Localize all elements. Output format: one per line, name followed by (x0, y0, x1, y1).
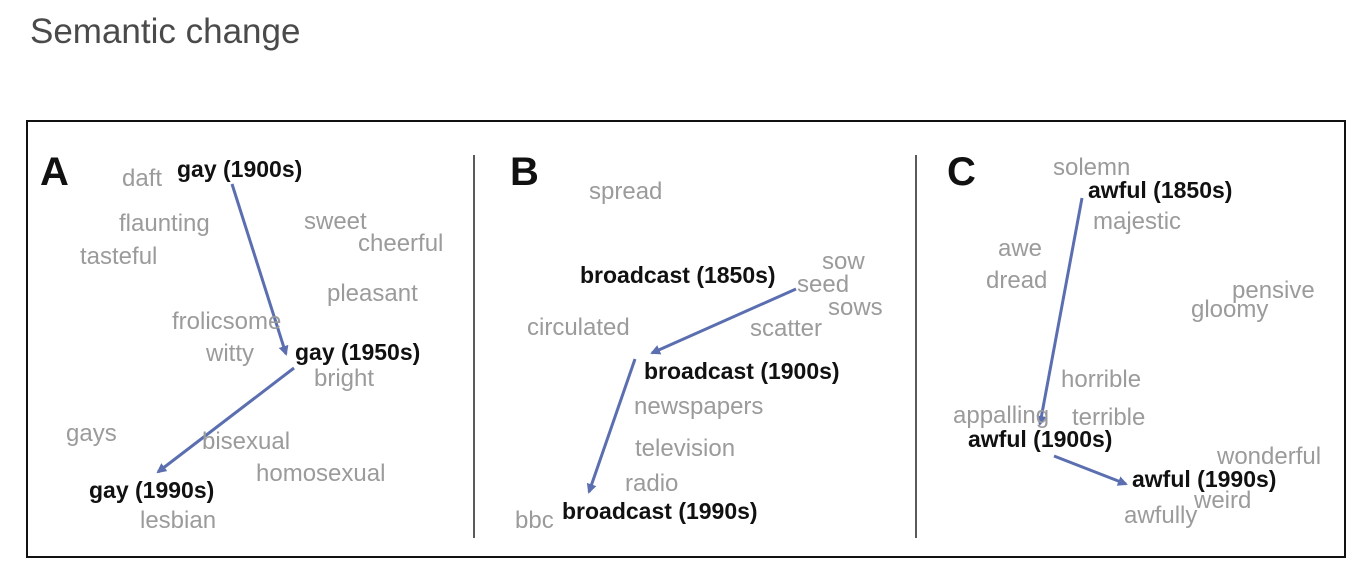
panel-divider-bc (915, 155, 917, 538)
target-word-a-1950s: gay (1950s) (295, 339, 421, 365)
neighbor-word: bisexual (202, 428, 291, 455)
target-word-b-1990s: broadcast (1990s) (562, 498, 758, 524)
target-word-a-1900s: gay (1900s) (177, 156, 303, 182)
neighbor-word: pensive (1232, 277, 1315, 304)
target-word-a-1990s: gay (1990s) (89, 477, 215, 503)
arrow-b-1900-1990 (586, 358, 637, 494)
panel-letter-c: C (947, 150, 976, 194)
neighbor-word: horrible (1061, 366, 1142, 393)
neighbor-word: sows (828, 294, 883, 321)
neighbor-word: witty (206, 340, 254, 367)
neighbor-word: scatter (750, 315, 823, 342)
neighbor-word: sow (822, 248, 865, 275)
figure-frame (26, 120, 1346, 558)
target-word-c-1850s: awful (1850s) (1088, 177, 1233, 203)
neighbor-word: homosexual (256, 460, 386, 487)
neighbor-word: gays (66, 420, 117, 447)
neighbor-word: majestic (1093, 208, 1182, 235)
neighbor-word: frolicsome (172, 308, 282, 335)
neighbor-word: appalling (953, 402, 1050, 429)
neighbor-word: awfully (1124, 502, 1198, 529)
panel-letter-b: B (510, 150, 539, 194)
neighbor-word: newspapers (634, 393, 764, 420)
target-word-b-1900s: broadcast (1900s) (644, 358, 840, 384)
neighbor-word: daft (122, 165, 163, 192)
neighbor-word: tasteful (80, 243, 158, 270)
neighbor-word: weird (1194, 487, 1252, 514)
neighbor-word: flaunting (119, 210, 210, 237)
panel-letter-a: A (40, 150, 69, 194)
neighbor-word: gloomy (1191, 296, 1269, 323)
arrow-c-1850-1900 (1036, 197, 1084, 426)
neighbor-word: bright (314, 365, 375, 392)
neighbor-word: terrible (1072, 404, 1146, 431)
neighbor-word: bbc (515, 507, 554, 534)
target-word-c-1900s: awful (1900s) (968, 426, 1113, 452)
neighbor-word: seed (797, 271, 850, 298)
neighbor-word: cheerful (358, 230, 444, 257)
page-title: Semantic change (30, 12, 301, 51)
neighbor-word: dread (986, 267, 1048, 294)
neighbor-word: radio (625, 470, 679, 497)
neighbor-word: wonderful (1217, 443, 1322, 470)
neighbor-word: television (635, 435, 736, 462)
panel-divider-ab (473, 155, 475, 538)
neighbor-word: awe (998, 235, 1043, 262)
neighbor-word: pleasant (327, 280, 418, 307)
neighbor-word: circulated (527, 314, 630, 341)
target-word-b-1850s: broadcast (1850s) (580, 262, 776, 288)
neighbor-word: spread (589, 178, 663, 205)
neighbor-word: sweet (304, 208, 367, 235)
arrow-b-1850-1900 (650, 287, 797, 355)
arrow-c-1900-1990 (1053, 454, 1128, 486)
target-word-c-1990s: awful (1990s) (1132, 466, 1277, 492)
neighbor-word: lesbian (140, 507, 217, 534)
arrow-a-1900-1950 (230, 183, 289, 356)
arrow-a-1950-1990 (156, 366, 295, 474)
neighbor-word: solemn (1053, 154, 1131, 181)
